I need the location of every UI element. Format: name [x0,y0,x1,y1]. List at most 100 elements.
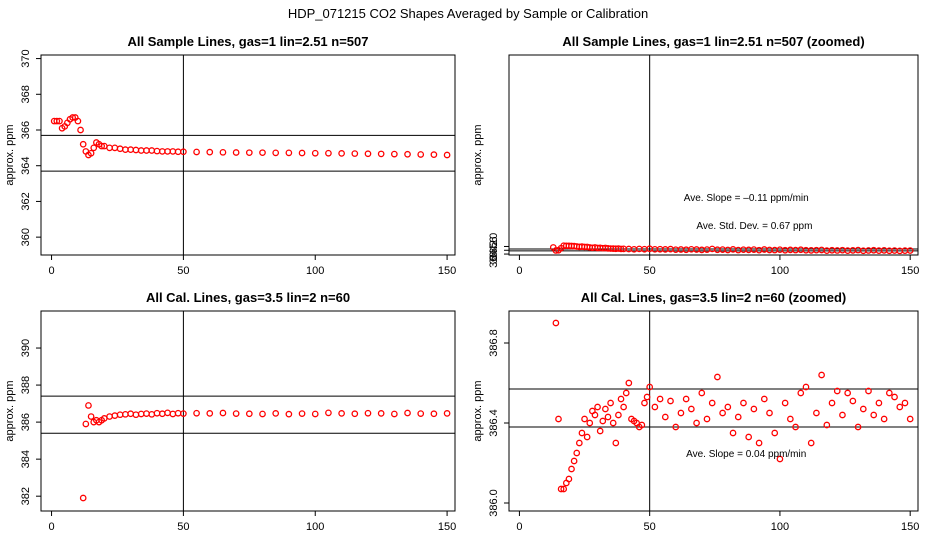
figure-title: HDP_071215 CO2 Shapes Averaged by Sample… [287,6,649,21]
data-point [180,148,187,156]
data-point [594,403,601,411]
data-point [719,409,726,417]
data-point [813,409,820,417]
y-tick-label: 362 [20,192,32,210]
data-point [875,399,883,407]
data-point [111,144,119,152]
data-point [703,415,711,423]
plot-frame [508,310,919,512]
data-point [565,475,573,483]
y-tick-label: 360 [20,228,32,246]
y-tick-label: 364 [20,157,32,175]
data-point [552,319,560,327]
data-point [111,412,119,419]
x-tick-label: 150 [901,265,919,277]
x-tick-label: 0 [48,521,54,533]
data-point [116,411,124,419]
data-point [570,457,578,465]
x-tick-label: 100 [306,521,324,533]
x-tick-label: 0 [516,521,522,533]
data-point [232,410,240,417]
data-point [607,399,614,407]
data-point [298,410,306,417]
data-point [750,405,758,413]
data-point [651,403,659,411]
data-point [285,410,293,418]
data-point [148,410,156,418]
x-tick-label: 50 [644,265,656,277]
data-point [617,395,625,403]
data-point [377,150,385,158]
data-point [854,423,862,431]
data-point [106,144,113,152]
data-point [106,413,113,420]
data-point [755,439,763,447]
data-point [828,399,836,407]
y-tick-label: 384 [20,450,32,468]
data-point [591,411,599,419]
data-point [906,415,914,423]
y-tick-label: 388 [20,376,32,394]
data-point [792,423,799,431]
data-point [573,449,581,457]
data-point [844,389,852,397]
data-point [760,395,768,403]
data-point [245,410,253,418]
data-point [656,395,664,403]
data-point [672,423,680,431]
data-point [688,405,695,413]
data-point [148,147,156,154]
data-point [259,410,266,418]
plot-frame [508,54,919,256]
x-tick-label: 50 [177,265,189,277]
data-point [617,245,625,253]
data-point [693,419,700,427]
y-axis-label: approx. ppm [472,124,484,185]
data-point [77,126,84,134]
data-point [609,419,617,427]
data-point [338,410,345,417]
data-point [802,383,810,391]
data-point [325,149,332,157]
data-point [285,149,293,157]
data-point [79,140,87,148]
data-point [641,399,648,407]
data-point [174,148,182,156]
data-point [682,395,690,403]
data-point [132,146,140,154]
data-point [839,411,846,419]
data-point [122,410,129,418]
y-axis-label: approx. ppm [472,380,484,441]
data-point [391,410,398,418]
data-point [818,371,825,379]
data-point [272,410,280,417]
data-point [98,142,105,150]
data-point [158,410,166,418]
data-point [578,429,586,437]
data-point [599,417,607,425]
data-point [771,429,779,437]
y-tick-label: 386.0 [488,489,500,517]
data-point [787,415,794,423]
data-point [122,146,129,153]
data-point [602,405,609,413]
data-point [298,149,306,157]
plot-frame [40,310,456,512]
data-point [193,409,200,417]
data-point [583,433,591,441]
data-point [849,397,857,405]
data-point [781,399,789,407]
data-point [734,413,742,421]
chart-title: All Sample Lines, gas=1 lin=2.51 n=507 (… [562,34,864,49]
y-tick-label: 364.2 [488,240,500,268]
data-points [50,114,451,159]
data-point [311,410,319,418]
data-point [870,411,878,419]
data-point [417,151,425,158]
data-point [714,373,721,381]
chart-annotation: Ave. Std. Dev. = 0.67 ppm [696,221,812,232]
data-point [568,465,575,473]
x-tick-label: 150 [901,521,919,533]
data-point [206,410,214,417]
